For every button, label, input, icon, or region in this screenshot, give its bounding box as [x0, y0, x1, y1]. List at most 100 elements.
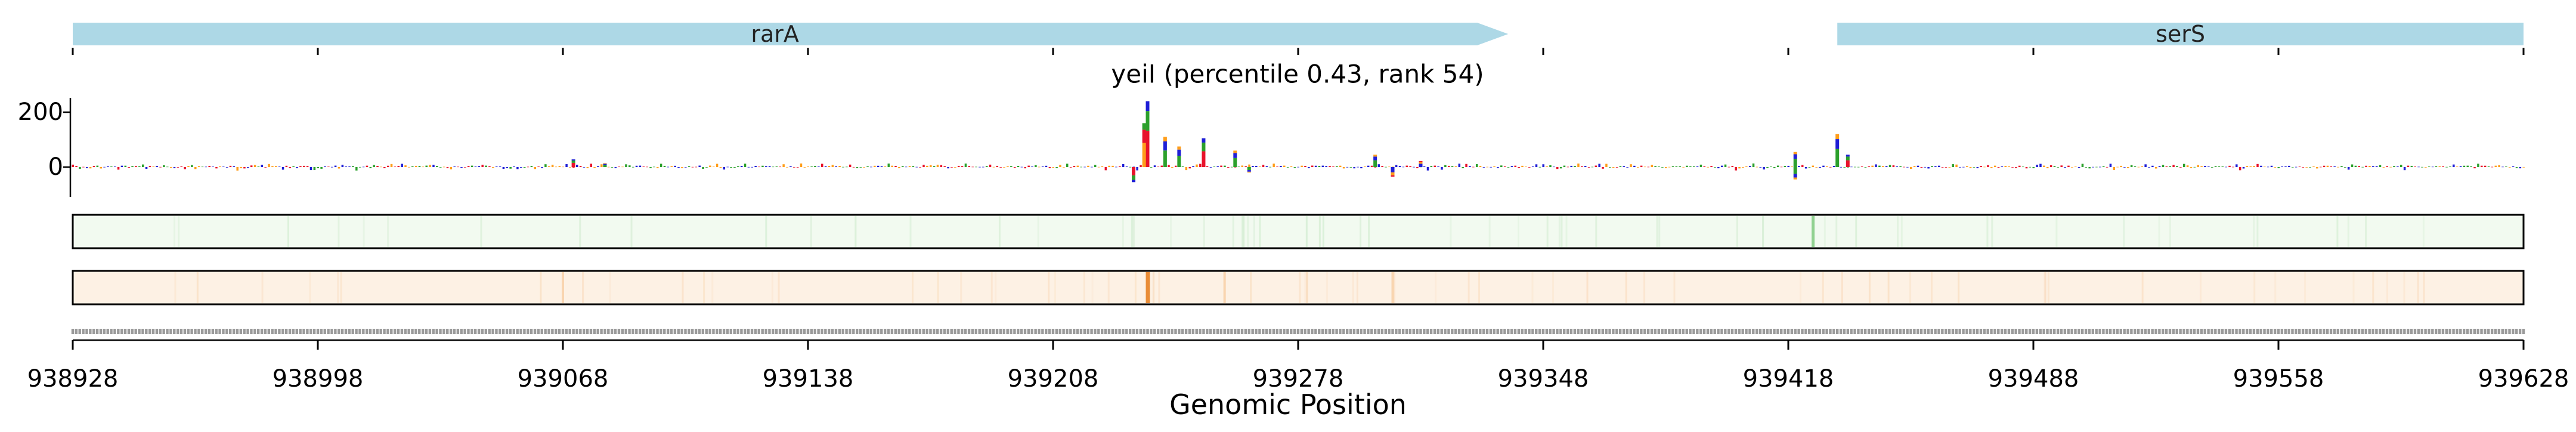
contribution-bar: [250, 165, 253, 167]
contribution-bar: [1024, 167, 1027, 169]
sequence-base: [1927, 329, 1930, 334]
sequence-base: [411, 329, 414, 334]
x-tick-label: 939208: [1007, 365, 1099, 393]
sequence-base: [379, 329, 382, 334]
contribution-bar: [1234, 166, 1237, 168]
contribution-bar: [2232, 166, 2234, 168]
contribution-bar: [1570, 165, 1572, 167]
contribution-bar: [1209, 167, 1212, 168]
contribution-bar: [884, 166, 887, 167]
contribution-bar: [313, 167, 316, 171]
sequence-base: [218, 329, 221, 334]
sequence-base: [1682, 329, 1685, 334]
contribution-bar: [499, 166, 501, 167]
contribution-bar: [1584, 166, 1587, 167]
sequence-base: [1401, 329, 1405, 334]
sequence-base: [2435, 329, 2438, 334]
contribution-bar: [2309, 166, 2311, 168]
contribution-bar: [737, 166, 739, 167]
sequence-base: [736, 329, 739, 334]
contribution-bar: [369, 167, 372, 168]
orange-track-stripe: [1054, 272, 1057, 303]
sequence-base: [796, 329, 799, 334]
contribution-bar: [1321, 165, 1324, 167]
sequence-base: [1429, 329, 1433, 334]
sequence-base: [656, 329, 659, 334]
orange-track-stripe: [2253, 272, 2256, 303]
sequence-base: [2084, 329, 2088, 334]
sequence-base: [527, 329, 530, 334]
sequence-base: [1335, 329, 1338, 334]
x-tick-label: 939488: [1987, 365, 2079, 393]
sequence-base: [1160, 329, 1163, 334]
contribution-bar: [558, 166, 561, 167]
sequence-base: [621, 329, 624, 334]
contribution-bar: [187, 166, 190, 167]
green-track-stripe: [1247, 216, 1249, 247]
sequence-base: [611, 329, 614, 334]
sequence-base: [939, 329, 943, 334]
contribution-bar: [1069, 166, 1072, 168]
contribution-bar: [1832, 166, 1835, 167]
contribution-bar: [1357, 166, 1359, 168]
sequence-base: [1615, 329, 1618, 334]
sequence-base: [2308, 329, 2312, 334]
sequence-base: [1945, 329, 1948, 334]
contribution-bar: [874, 165, 876, 167]
contribution-bar: [414, 165, 417, 167]
sequence-base: [2193, 329, 2196, 334]
green-track-stripe: [1243, 216, 1245, 247]
sequence-base: [71, 329, 75, 334]
sequence-base: [877, 329, 880, 334]
contribution-bar: [1819, 167, 1821, 168]
sequence-base: [1997, 329, 2000, 334]
sequence-base: [1339, 329, 1342, 334]
sequence-base: [1741, 329, 1744, 334]
contribution-bar: [1003, 167, 1005, 168]
contribution-bar: [2018, 165, 2021, 167]
sequence-base: [1808, 329, 1811, 334]
sequence-base: [2032, 329, 2035, 334]
contribution-bar: [2004, 166, 2007, 167]
sequence-base: [2319, 329, 2322, 334]
sequence-base: [2357, 329, 2361, 334]
sequence-base: [1073, 329, 1076, 334]
contribution-bar: [1336, 166, 1338, 167]
contribution-bar: [1493, 166, 1496, 167]
contribution-bar: [1168, 165, 1170, 167]
green-track-stripe: [2256, 216, 2259, 247]
contribution-bar: [2281, 166, 2283, 167]
sequence-base: [1114, 329, 1117, 334]
sequence-base: [1132, 329, 1135, 334]
sequence-base: [1563, 329, 1566, 334]
orange-track-stripe: [1091, 272, 1094, 303]
contribution-bar: [1948, 167, 1951, 168]
contribution-bar: [1441, 167, 1443, 170]
sequence-base: [1923, 329, 1927, 334]
sequence-base: [2014, 329, 2017, 334]
contribution-bar: [1871, 165, 1874, 167]
contribution-bar: [1199, 163, 1202, 167]
orange-track-stripe: [1467, 272, 1470, 303]
sequence-base: [782, 329, 785, 334]
sequence-base: [757, 329, 760, 334]
sequence-base: [208, 329, 211, 334]
contribution-bar: [380, 166, 382, 168]
contribution-peak-letter: [1793, 167, 1797, 174]
sequence-base: [2196, 329, 2200, 334]
sequence-base: [2410, 329, 2413, 334]
sequence-base: [323, 329, 326, 334]
contribution-bar: [1822, 165, 1825, 167]
sequence-base: [1017, 329, 1020, 334]
sequence-base: [312, 329, 316, 334]
contribution-bar: [2120, 165, 2122, 167]
sequence-base: [1041, 329, 1044, 334]
contribution-bar: [2330, 166, 2333, 167]
sequence-base: [2323, 329, 2326, 334]
orange-track-stripe: [1643, 272, 1646, 303]
contribution-bar: [824, 166, 827, 167]
sequence-base: [355, 329, 358, 334]
contribution-bar: [299, 166, 302, 167]
sequence-base: [2249, 329, 2252, 334]
contribution-bar: [1160, 165, 1163, 167]
